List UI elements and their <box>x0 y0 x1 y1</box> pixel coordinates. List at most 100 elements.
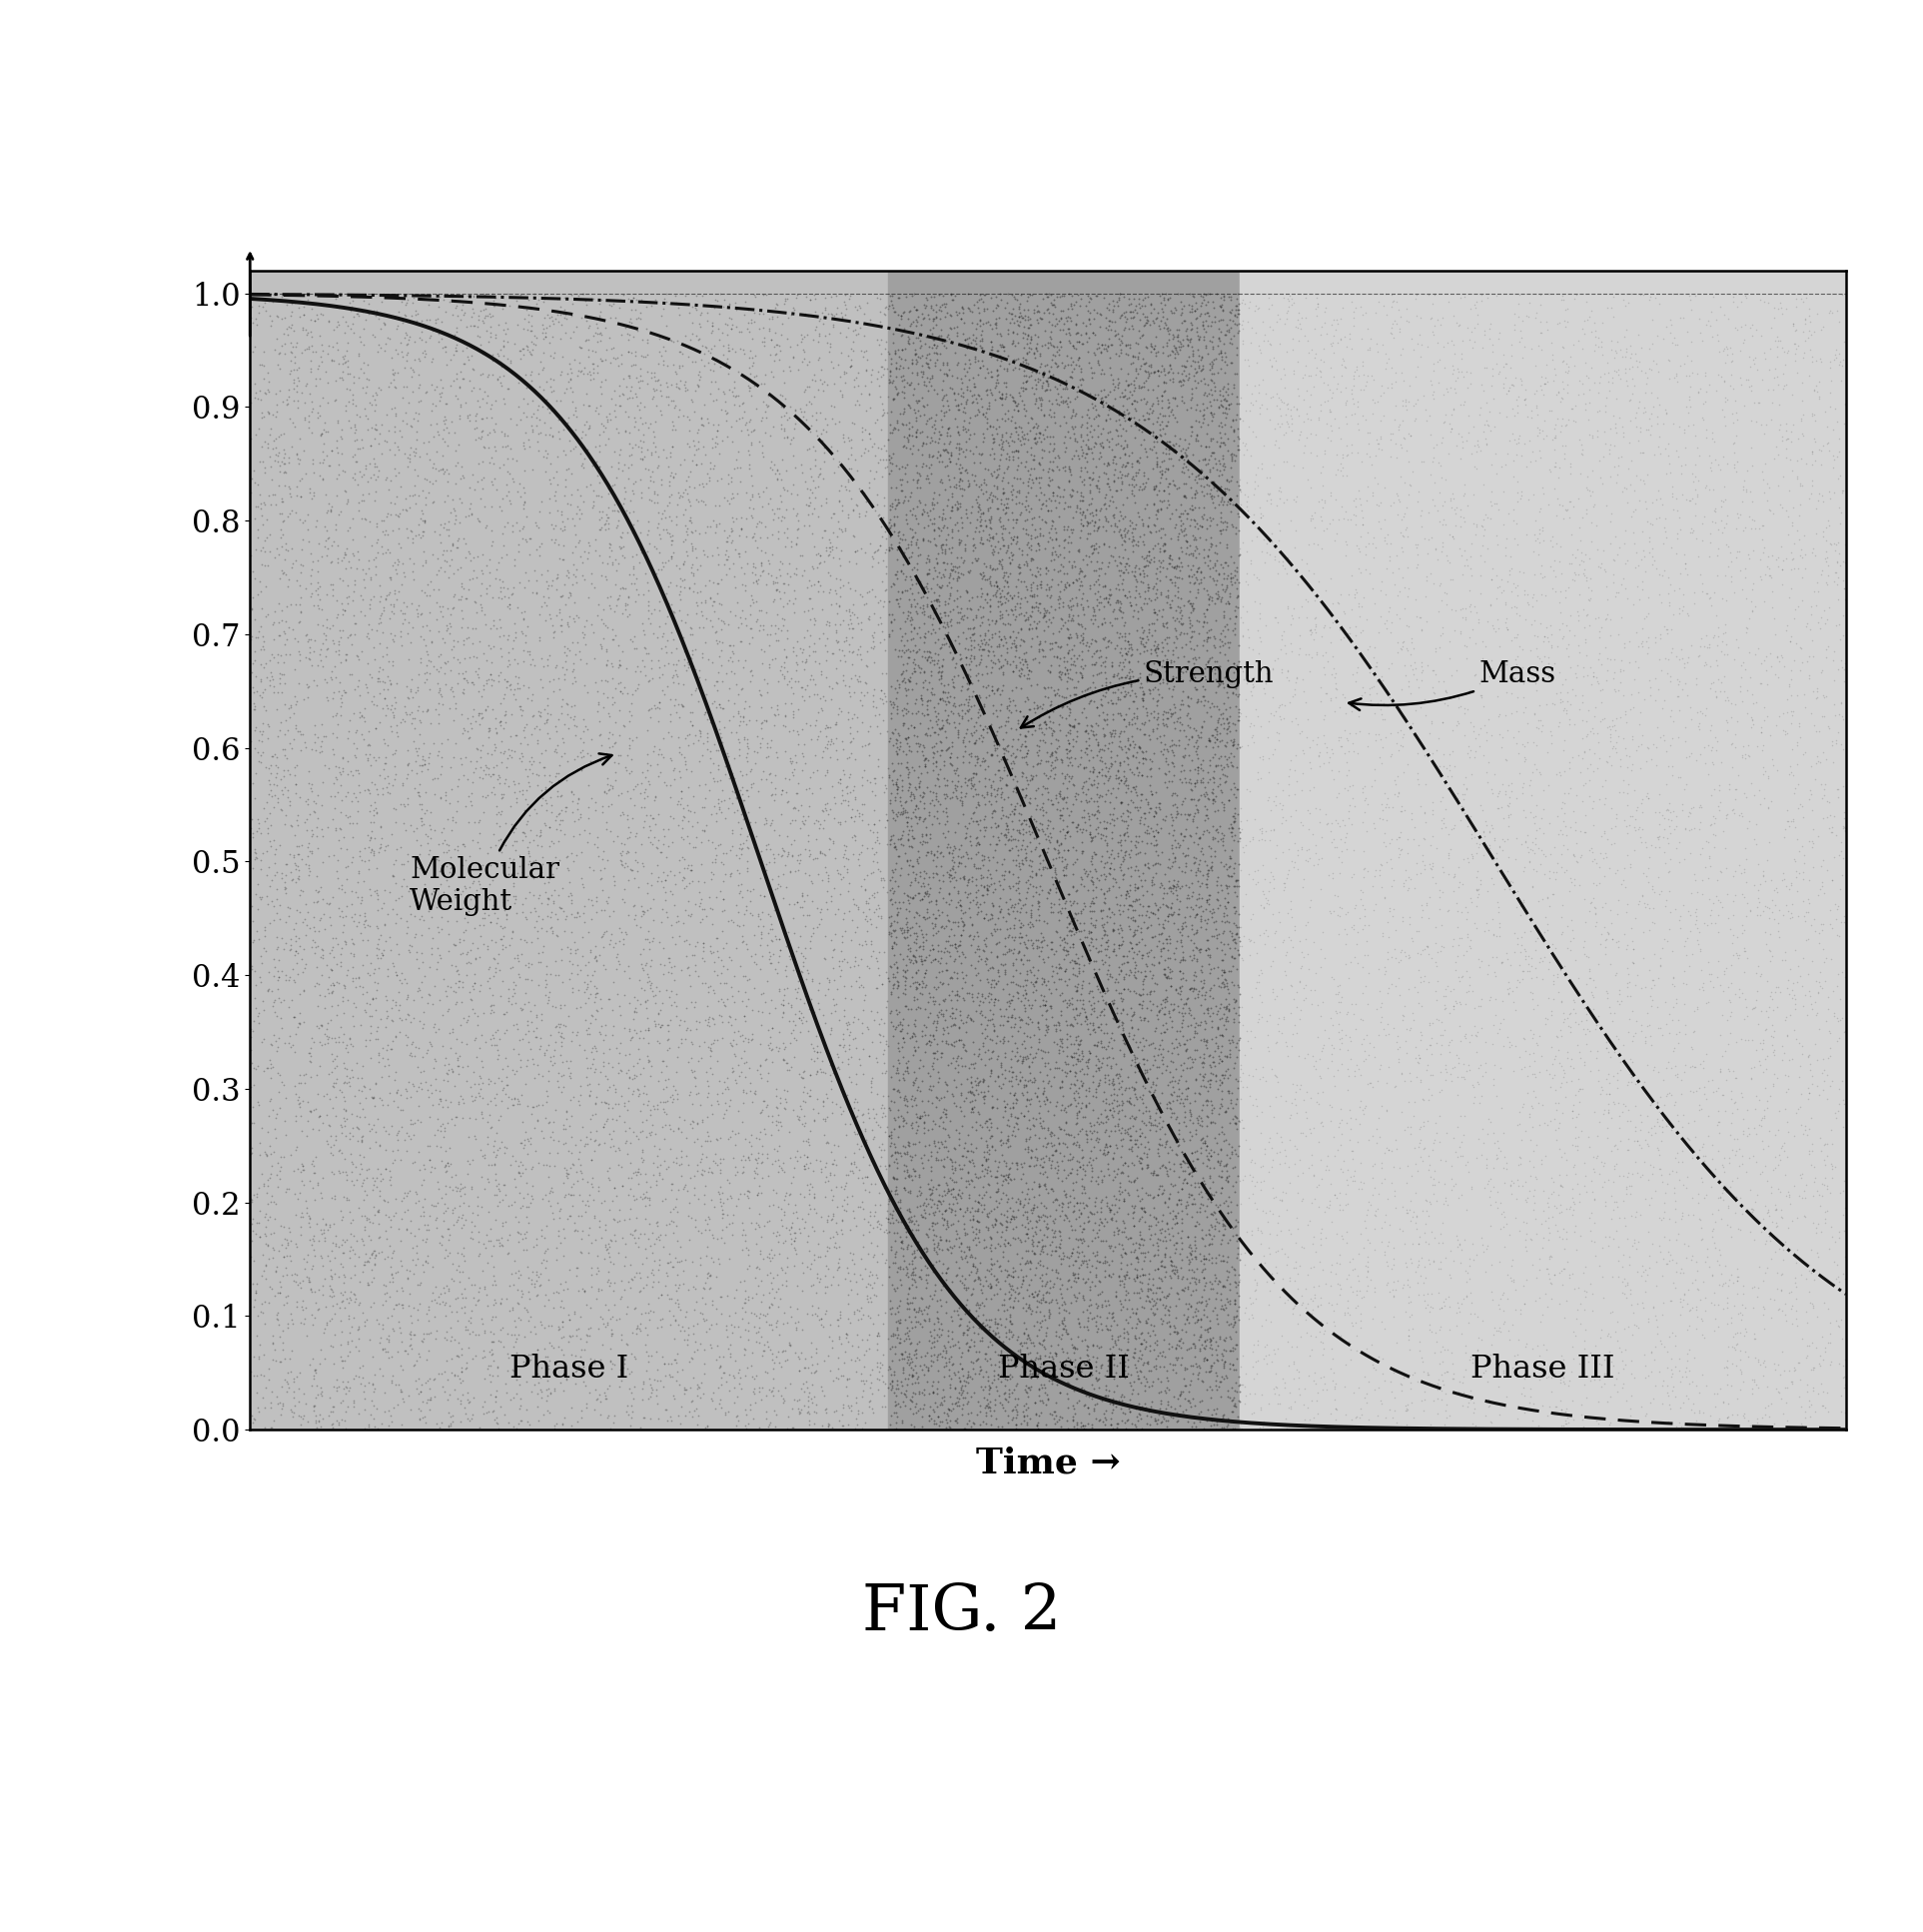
Point <box>1508 956 1538 987</box>
Point <box>931 723 962 753</box>
Point <box>975 1271 1006 1302</box>
Point <box>452 311 483 342</box>
Point <box>1400 361 1431 392</box>
Point <box>1098 1165 1129 1196</box>
Point <box>754 618 785 649</box>
Point <box>540 1026 571 1057</box>
Point <box>573 792 604 823</box>
Point <box>856 1256 887 1287</box>
Point <box>1811 744 1842 775</box>
Point <box>890 1376 921 1406</box>
Point <box>642 1366 673 1397</box>
Point <box>921 298 952 328</box>
Point <box>1175 657 1206 688</box>
Point <box>1131 1401 1161 1432</box>
Point <box>1529 838 1560 869</box>
Point <box>435 1379 465 1410</box>
Point <box>688 927 719 958</box>
Point <box>1223 433 1254 464</box>
Point <box>502 1084 533 1115</box>
Point <box>1108 280 1138 311</box>
Point <box>1808 1066 1838 1097</box>
Point <box>1217 813 1248 844</box>
Point <box>1081 1260 1111 1291</box>
Point <box>1788 802 1819 833</box>
Point <box>1752 469 1783 500</box>
Point <box>637 1372 667 1403</box>
Point <box>321 1219 352 1250</box>
Point <box>1152 471 1183 502</box>
Point <box>1142 632 1173 663</box>
Point <box>338 599 369 630</box>
Point <box>1117 920 1148 951</box>
Point <box>713 520 744 551</box>
Point <box>1402 485 1433 516</box>
Point <box>1150 462 1181 493</box>
Point <box>1015 1047 1046 1078</box>
Point <box>371 1269 402 1300</box>
Point <box>669 864 700 895</box>
Point <box>1194 972 1225 1003</box>
Point <box>1444 806 1475 837</box>
Point <box>1527 512 1558 543</box>
Point <box>958 529 988 560</box>
Point <box>808 796 838 827</box>
Point <box>988 860 1019 891</box>
Point <box>410 506 440 537</box>
Point <box>921 763 952 794</box>
Point <box>963 694 994 724</box>
Point <box>881 769 912 800</box>
Point <box>635 1339 665 1370</box>
Point <box>1688 1053 1719 1084</box>
Point <box>1340 500 1371 531</box>
Point <box>250 1219 281 1250</box>
Point <box>706 605 737 636</box>
Point <box>1200 1204 1231 1235</box>
Point <box>923 437 954 468</box>
Point <box>1719 1122 1750 1153</box>
Point <box>565 1302 596 1333</box>
Point <box>1761 321 1792 352</box>
Point <box>1063 1128 1094 1159</box>
Point <box>458 543 488 574</box>
Point <box>1119 707 1150 738</box>
Point <box>875 966 906 997</box>
Point <box>246 1296 277 1327</box>
Point <box>829 943 860 974</box>
Point <box>1052 887 1083 918</box>
Point <box>1194 1323 1225 1354</box>
Point <box>1098 935 1129 966</box>
Point <box>587 922 617 952</box>
Point <box>679 533 710 564</box>
Point <box>971 1144 1002 1175</box>
Point <box>288 952 319 983</box>
Point <box>965 699 996 730</box>
Point <box>1060 423 1090 454</box>
Point <box>1271 392 1302 423</box>
Point <box>1629 1339 1660 1370</box>
Point <box>1794 299 1825 330</box>
Point <box>1077 500 1108 531</box>
Point <box>1440 947 1471 978</box>
Point <box>354 873 385 904</box>
Point <box>992 1339 1023 1370</box>
Point <box>1213 692 1244 723</box>
Point <box>1167 508 1198 539</box>
Point <box>433 514 463 545</box>
Point <box>383 502 413 533</box>
Point <box>958 1248 988 1279</box>
Point <box>1058 1233 1088 1264</box>
Point <box>898 1066 929 1097</box>
Point <box>888 481 919 512</box>
Point <box>515 1302 546 1333</box>
Point <box>802 1293 833 1323</box>
Point <box>252 889 283 920</box>
Point <box>600 620 631 651</box>
Point <box>1163 1074 1194 1105</box>
Point <box>1565 526 1596 556</box>
Point <box>590 514 621 545</box>
Point <box>913 464 944 495</box>
Point <box>296 330 327 361</box>
Point <box>1004 719 1035 750</box>
Point <box>521 1001 552 1032</box>
